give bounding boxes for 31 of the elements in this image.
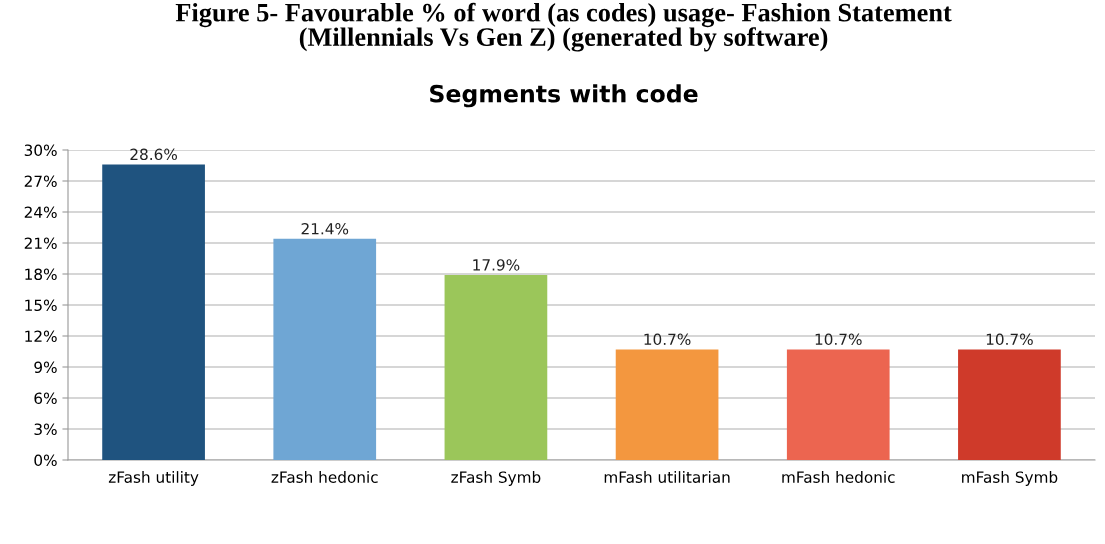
- bar: [615, 349, 719, 460]
- data-label: 10.7%: [986, 333, 1033, 346]
- y-tick-label: 21%: [24, 237, 57, 250]
- y-tick-label: 18%: [25, 268, 57, 281]
- chart-subtitle: Segments with code: [430, 84, 698, 108]
- y-tick-label: 30%: [24, 144, 57, 157]
- bar: [958, 349, 1061, 460]
- x-tick-label: zFash hedonic: [271, 471, 378, 483]
- data-label: 10.7%: [815, 333, 862, 346]
- y-tick-label: 15%: [25, 299, 57, 312]
- y-tick-label: 12%: [25, 330, 57, 343]
- x-tick-label: zFash utility: [108, 471, 199, 486]
- data-label: 21.4%: [301, 222, 349, 235]
- x-tick-label: zFash Symb: [451, 471, 541, 486]
- x-tick-label: mFash Symb: [962, 471, 1058, 486]
- y-tick-label: 3%: [34, 423, 57, 436]
- y-tick-label: 9%: [34, 361, 57, 374]
- y-tick-label: 0%: [34, 454, 57, 467]
- bar: [786, 349, 890, 460]
- y-tick-label: 27%: [24, 175, 57, 188]
- x-tick-label: mFash hedonic: [782, 471, 895, 483]
- data-label: 17.9%: [473, 259, 520, 271]
- y-tick-label: 24%: [24, 206, 57, 219]
- bar: [444, 275, 548, 460]
- bar: [273, 238, 377, 460]
- data-label: 10.7%: [644, 333, 691, 346]
- chart-title: Figure 5- Favourable % of word (as codes) usage- Fashion Statement (Millennials Vs Gen Z) (generated by software): [175, 2, 952, 52]
- x-tick-label: mFash utilitarian: [604, 471, 730, 483]
- data-label: 28.6%: [130, 148, 178, 161]
- bar: [102, 164, 205, 460]
- y-tick-label: 6%: [34, 392, 57, 405]
